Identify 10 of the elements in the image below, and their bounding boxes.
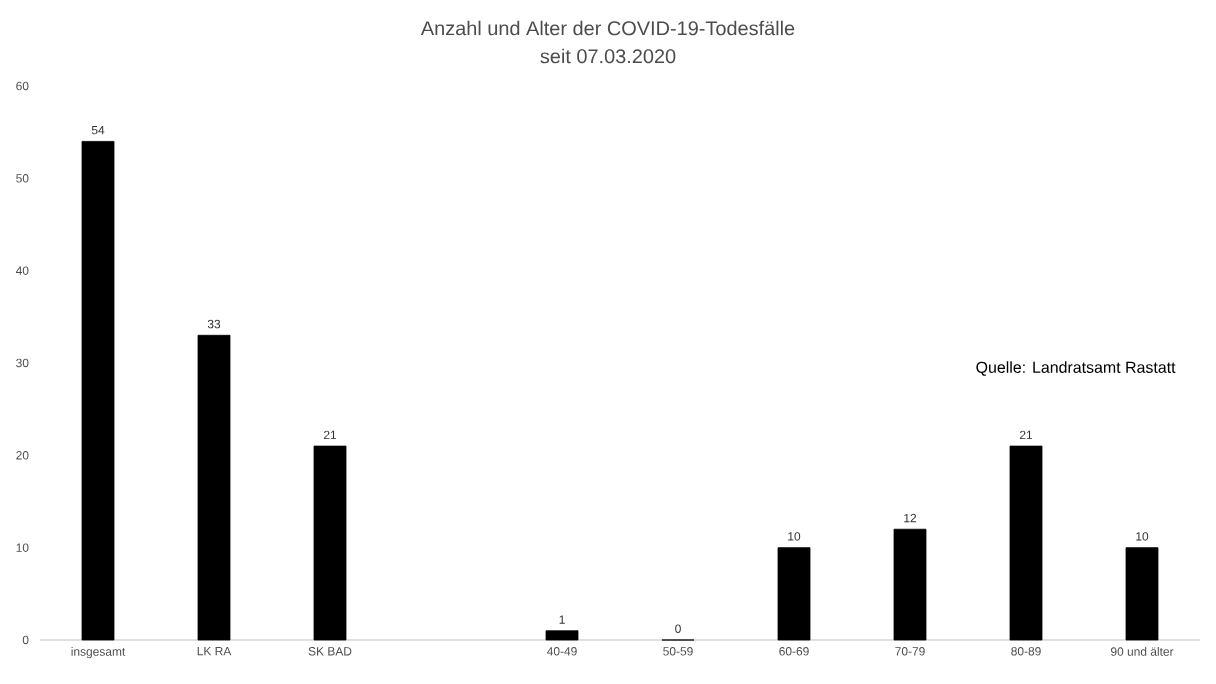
bar [313,445,347,641]
chart-title: Anzahl und Alter der COVID-19-Todesfälle [420,20,795,36]
bar [197,334,231,641]
bar [893,528,927,641]
bar [545,630,579,641]
chart-subtitle: seit 07.03.2020 [540,48,676,64]
bar [81,141,115,641]
bar [777,547,811,641]
bar [1125,547,1159,641]
bar [1009,445,1043,641]
